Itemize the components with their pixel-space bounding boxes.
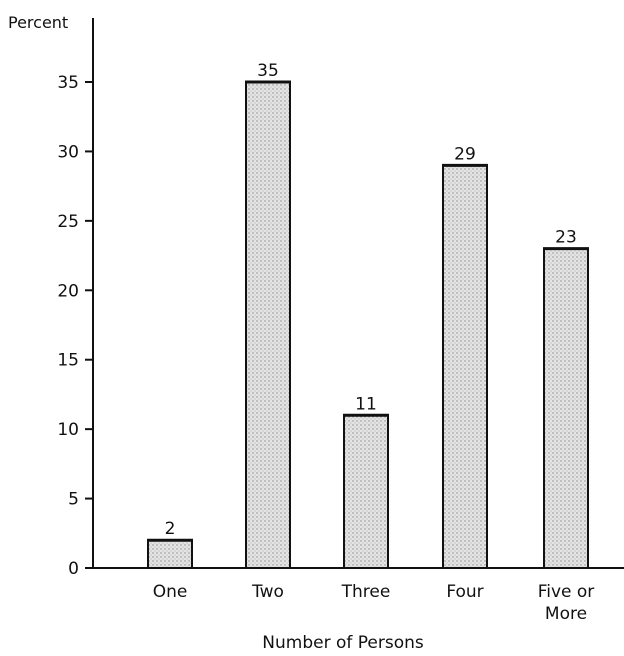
data-labels-group: 2 35 11 29 23 xyxy=(165,61,577,539)
bar xyxy=(147,539,193,570)
bar xyxy=(245,81,291,569)
data-label: 11 xyxy=(355,394,377,414)
y-tick-label: 25 xyxy=(57,212,79,232)
x-category-label: Three xyxy=(341,582,391,602)
data-label: 23 xyxy=(555,228,577,248)
x-category-label: More xyxy=(545,604,587,624)
x-category-label: Five or xyxy=(538,582,595,602)
x-category-label: Four xyxy=(446,582,483,602)
bar xyxy=(442,164,488,569)
data-label: 29 xyxy=(454,144,476,164)
bars-group xyxy=(147,80,589,570)
y-tick-label: 15 xyxy=(57,351,79,371)
y-axis-title: Percent xyxy=(8,13,68,32)
y-tick-label: 30 xyxy=(57,142,79,162)
x-category-label: One xyxy=(153,582,188,602)
y-tick-label: 5 xyxy=(68,490,79,510)
data-label: 2 xyxy=(165,519,176,539)
x-axis-title: Number of Persons xyxy=(262,633,424,653)
bar xyxy=(543,247,589,569)
y-tick-label: 0 xyxy=(68,559,79,579)
bar xyxy=(343,414,389,569)
x-category-label: Two xyxy=(251,582,284,602)
y-tick-label: 35 xyxy=(57,73,79,93)
y-tick-label: 20 xyxy=(57,281,79,301)
y-tick-label: 10 xyxy=(57,420,79,440)
data-label: 35 xyxy=(257,61,279,81)
y-axis-ticks: 0 5 10 15 20 25 30 35 xyxy=(57,73,93,579)
